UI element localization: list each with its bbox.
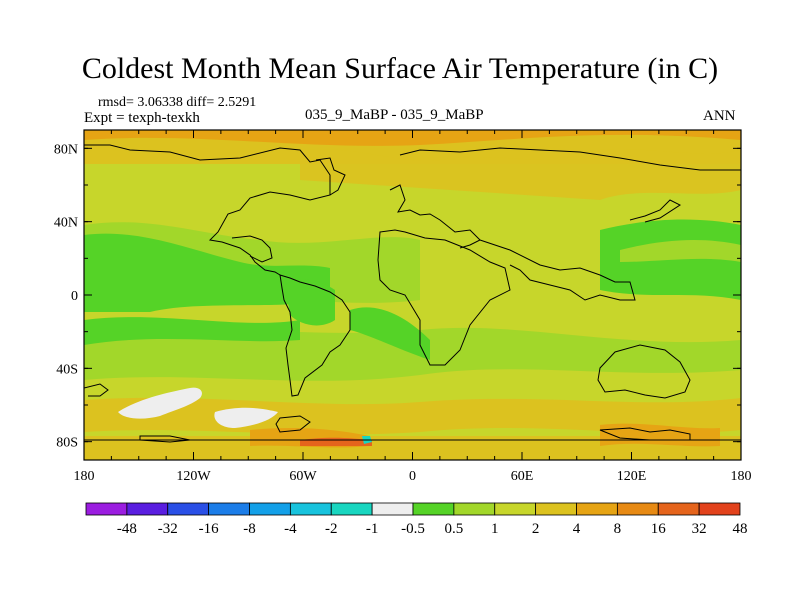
x-tick-label: 120W: [176, 469, 211, 484]
colorbar-swatch: [85, 502, 128, 516]
colorbar-swatch: [249, 502, 291, 516]
y-axis: 80N 40N 0 40S 80S: [54, 142, 741, 451]
colorbar-label: 0.5: [445, 521, 464, 537]
y-tick-label: 40S: [56, 362, 78, 377]
colorbar-swatch: [453, 502, 496, 516]
colorbar-swatch: [576, 502, 618, 516]
y-tick-label: 80N: [54, 142, 78, 157]
colorbar-label: 8: [614, 521, 622, 537]
temperature-field: [84, 130, 741, 460]
x-tick-label: 180: [74, 469, 95, 484]
colorbar-swatch: [371, 502, 414, 516]
colorbar-swatch: [698, 502, 741, 516]
colorbar-label: 4: [573, 521, 581, 537]
colorbar-label: -32: [158, 521, 178, 537]
x-tick-label: 60E: [511, 469, 534, 484]
colorbar-label: 48: [733, 521, 748, 537]
y-tick-label: 40N: [54, 216, 78, 231]
y-tick-label: 0: [71, 289, 78, 304]
y-tick-label: 80S: [56, 436, 78, 451]
colorbar-swatch: [330, 502, 373, 516]
center-label: 035_9_MaBP - 035_9_MaBP: [305, 107, 484, 123]
colorbar-swatch: [494, 502, 537, 516]
x-tick-label: 180: [731, 469, 752, 484]
colorbar: -48 -32 -16 -8 -4 -2 -1 -0.5 0.5 1 2 4 8 16 32 48: [85, 502, 748, 537]
colorbar-label: -2: [325, 521, 338, 537]
x-axis: 180 120W 60W 0 60E 120E 180: [74, 130, 752, 484]
colorbar-label: -8: [243, 521, 256, 537]
expt-label: Expt = texph-texkh: [84, 110, 200, 126]
colorbar-swatch: [535, 502, 577, 516]
colorbar-swatch: [208, 502, 250, 516]
season-label: ANN: [703, 108, 736, 124]
colorbar-swatch: [289, 502, 332, 516]
colorbar-swatch: [412, 502, 455, 516]
x-tick-label: 120E: [617, 469, 647, 484]
colorbar-label: 2: [532, 521, 540, 537]
colorbar-label: -0.5: [401, 521, 425, 537]
colorbar-label: 16: [651, 521, 667, 537]
stats-label: rmsd= 3.06338 diff= 2.5291: [98, 95, 257, 110]
coastlines: [84, 144, 741, 443]
colorbar-label: -1: [366, 521, 379, 537]
colorbar-label: -16: [199, 521, 219, 537]
colorbar-swatch: [167, 502, 210, 516]
colorbar-swatch: [126, 502, 169, 516]
colorbar-swatch: [616, 502, 659, 516]
colorbar-label: 1: [491, 521, 499, 537]
colorbar-swatch: [657, 502, 700, 516]
colorbar-label: 32: [692, 521, 707, 537]
chart-title: Coldest Month Mean Surface Air Temperatu…: [81, 52, 719, 85]
colorbar-label: -48: [117, 521, 137, 537]
colorbar-label: -4: [284, 521, 297, 537]
x-tick-label: 60W: [289, 469, 317, 484]
x-tick-label: 0: [409, 469, 416, 484]
